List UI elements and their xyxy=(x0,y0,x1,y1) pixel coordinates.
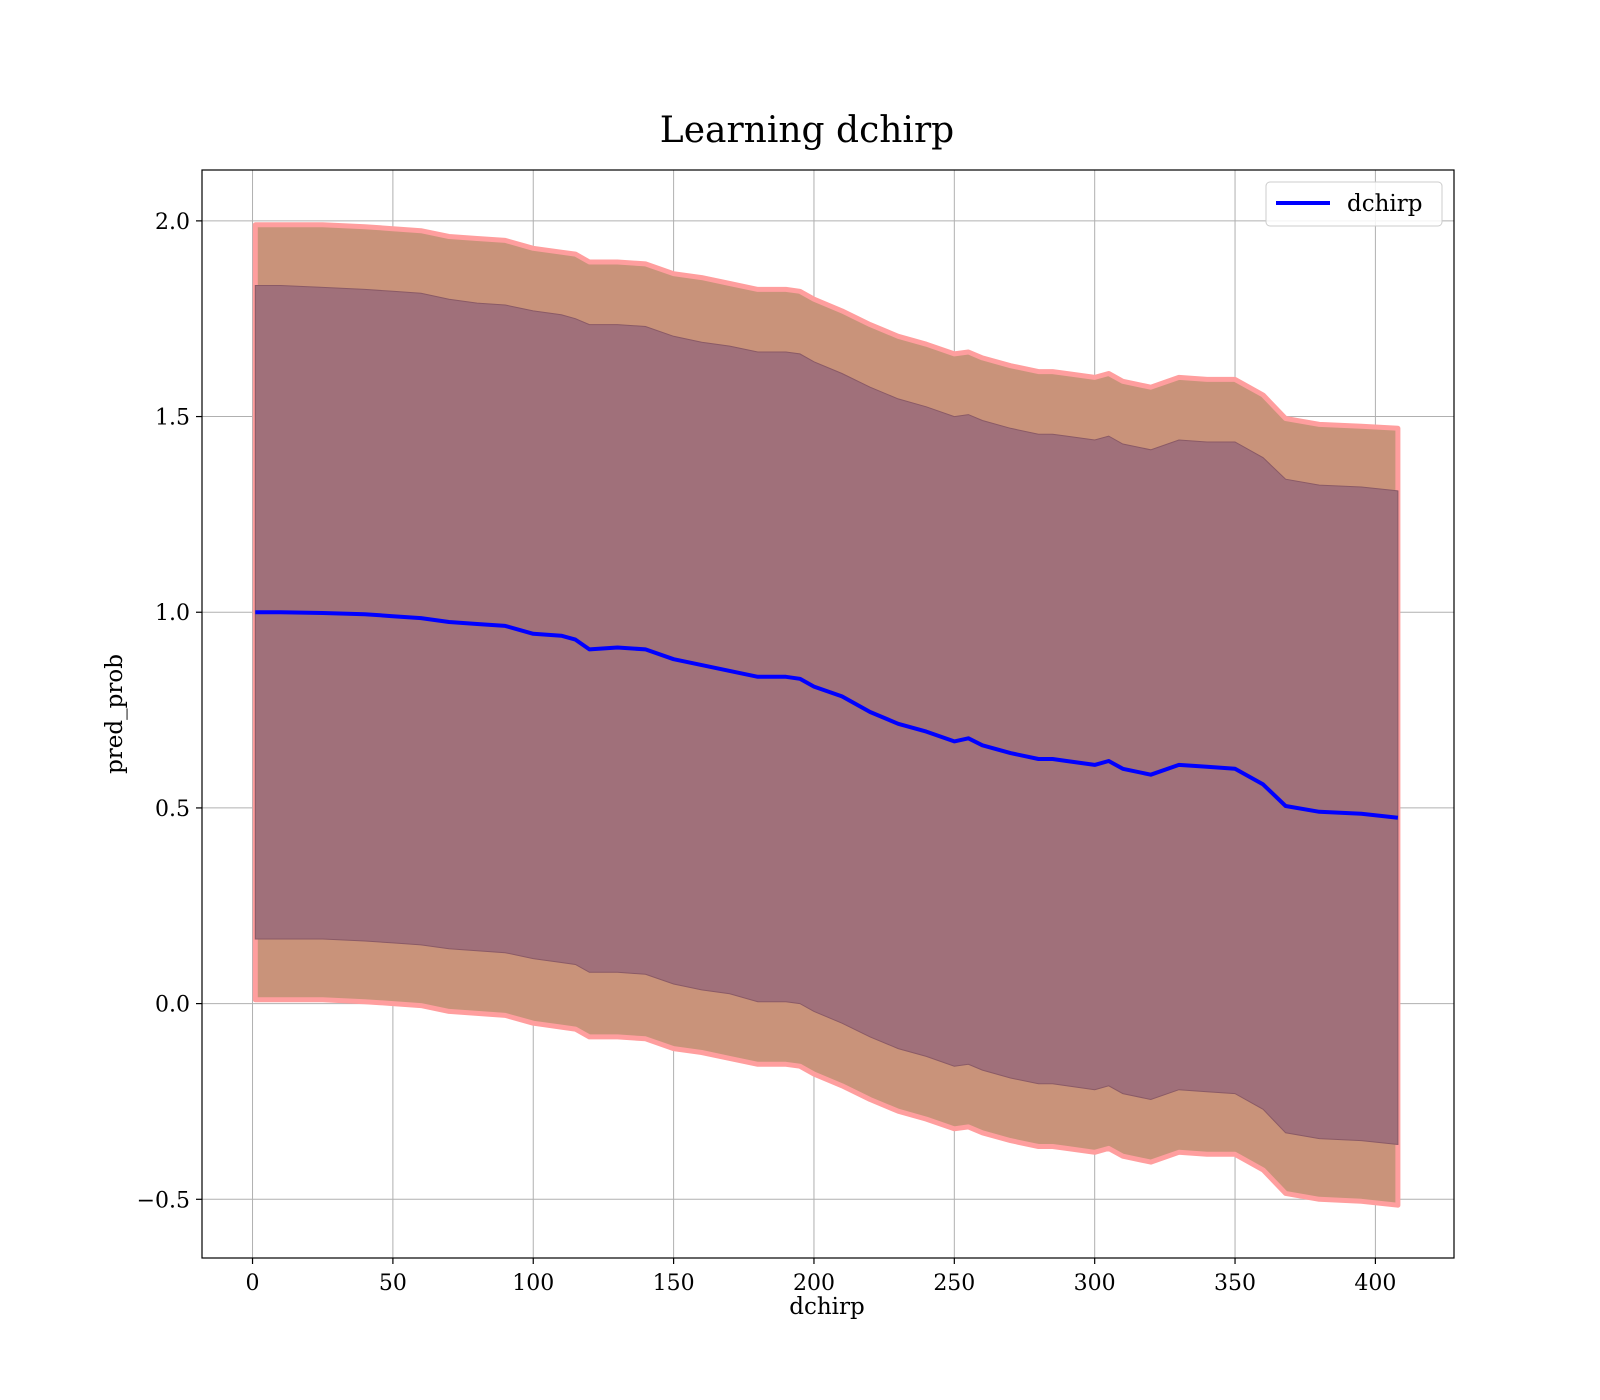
x-tick-label: 150 xyxy=(653,1271,695,1296)
x-tick-label: 50 xyxy=(379,1271,407,1296)
bands xyxy=(252,222,1401,1208)
y-tick-label: −0.5 xyxy=(137,1188,190,1213)
legend-box xyxy=(1265,181,1443,227)
y-tick-label: 0.5 xyxy=(155,797,190,822)
x-tick-label: 0 xyxy=(246,1271,260,1296)
legend: dchirp xyxy=(1265,181,1443,227)
y-tick-label: 0.0 xyxy=(155,993,190,1018)
y-tick-label: 1.5 xyxy=(155,406,190,431)
plot-frame xyxy=(201,169,1455,1259)
y-axis-label: pred_prob xyxy=(102,654,128,774)
inner-confidence-band xyxy=(254,285,1399,1146)
legend-label-dchirp: dchirp xyxy=(1347,191,1423,217)
x-axis-ticks: 0 50 100 150 200 250 300 350 400 xyxy=(246,1258,1396,1296)
y-tick-label: 1.0 xyxy=(155,601,190,626)
x-tick-label: 250 xyxy=(933,1271,975,1296)
x-tick-label: 400 xyxy=(1354,1271,1396,1296)
x-tick-label: 200 xyxy=(793,1271,835,1296)
series-line-dchirp xyxy=(255,610,1399,820)
y-axis-ticks: −0.5 0.0 0.5 1.0 1.5 2.0 xyxy=(137,210,202,1213)
x-tick-label: 300 xyxy=(1074,1271,1116,1296)
x-tick-label: 350 xyxy=(1214,1271,1256,1296)
chart-title: Learning dchirp xyxy=(660,110,954,151)
y-tick-label: 2.0 xyxy=(155,210,190,235)
series-lines xyxy=(255,610,1399,820)
x-axis-label: dchirp xyxy=(789,1294,865,1320)
x-tick-label: 100 xyxy=(512,1271,554,1296)
